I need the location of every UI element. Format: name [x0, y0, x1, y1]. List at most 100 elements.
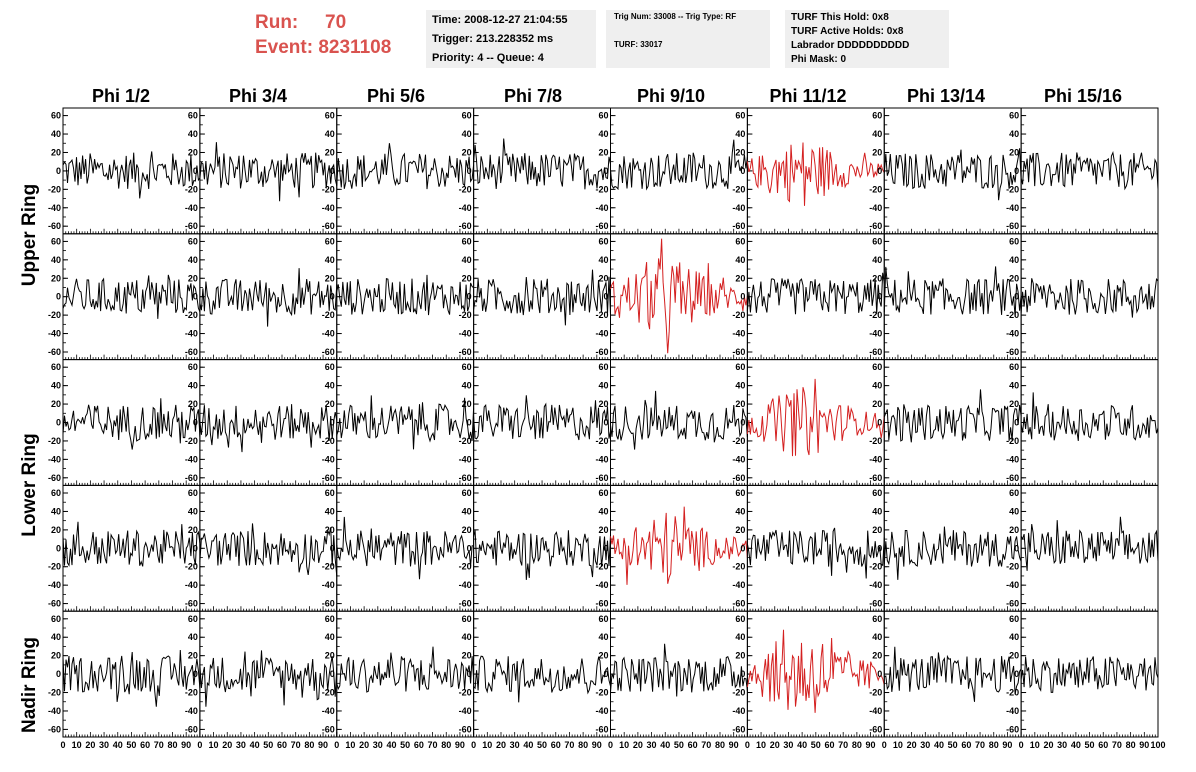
y-tick-label: -20: [322, 688, 335, 698]
y-tick-label: 20: [325, 273, 335, 283]
y-tick-label: -60: [322, 473, 335, 483]
x-tick-label: 50: [811, 740, 821, 750]
y-tick-label: 0: [877, 543, 882, 553]
waveform-trace: [1020, 278, 1159, 318]
waveform-panel: -60 -40 -20 0 20 40 60: [732, 233, 885, 361]
y-tick-label: 0: [467, 418, 472, 428]
y-tick-label: -40: [732, 329, 745, 339]
trigger-info-box: Trig Num: 33008 -- Trig Type: RF TURF: 3…: [606, 10, 770, 68]
y-tick-label: -60: [869, 599, 882, 609]
x-tick-label: 20: [633, 740, 643, 750]
y-tick-label: -20: [595, 436, 608, 446]
labrador-line: Labrador DDDDDDDDDD: [791, 40, 910, 51]
y-tick-label: -60: [1006, 221, 1019, 231]
y-tick-label: 40: [1009, 381, 1019, 391]
y-tick-label: 60: [1009, 236, 1019, 246]
y-tick-label: 0: [740, 669, 745, 679]
y-tick-label: 40: [598, 506, 608, 516]
y-tick-label: 40: [735, 255, 745, 265]
y-tick-label: 0: [467, 543, 472, 553]
x-tick-label: 70: [428, 740, 438, 750]
y-tick-label: -20: [869, 562, 882, 572]
y-tick-label: -20: [595, 184, 608, 194]
y-tick-label: 20: [325, 651, 335, 661]
y-tick-label: -20: [1006, 184, 1019, 194]
y-tick-label: -40: [595, 580, 608, 590]
priority-line: Priority: 4 -- Queue: 4: [432, 52, 544, 64]
waveform-trace: [336, 516, 474, 580]
waveform-trace: [883, 148, 1022, 201]
waveform-trace: [1020, 392, 1159, 441]
y-tick-label: -20: [459, 436, 472, 446]
y-tick-label: -40: [185, 580, 198, 590]
y-tick-label: 40: [325, 381, 335, 391]
waveform-panel: -60 -40 -20 0 20 40 60: [1006, 359, 1159, 486]
y-tick-label: 20: [1009, 399, 1019, 409]
y-tick-label: 20: [735, 147, 745, 157]
y-tick-label: 40: [51, 255, 61, 265]
y-tick-label: -40: [732, 203, 745, 213]
y-tick-label: 60: [872, 614, 882, 624]
waveform-trace: [610, 139, 748, 191]
y-tick-label: -40: [869, 580, 882, 590]
waveform-panel: -60 -40 -20 0 20 40 60: [1006, 610, 1159, 738]
y-tick-label: 60: [462, 488, 472, 498]
y-tick-label: 0: [740, 418, 745, 428]
y-tick-label: 60: [598, 362, 608, 372]
y-tick-label: -20: [322, 436, 335, 446]
x-tick-label: 50: [263, 740, 273, 750]
event-label: Event:: [255, 37, 314, 58]
y-tick-label: -20: [595, 310, 608, 320]
y-tick-label: 40: [872, 632, 882, 642]
x-tick-label: 50: [674, 740, 684, 750]
x-tick-label: 60: [688, 740, 698, 750]
panel-frame: [746, 359, 885, 486]
waveform-trace: [746, 272, 885, 315]
y-tick-label: -60: [459, 347, 472, 357]
y-tick-label: -40: [869, 454, 882, 464]
waveform-trace: [610, 506, 748, 585]
y-tick-label: -20: [48, 562, 61, 572]
waveform-trace: [883, 266, 1022, 317]
x-tick-label: 0: [60, 740, 65, 750]
y-tick-label: -40: [322, 580, 335, 590]
y-tick-label: 0: [193, 669, 198, 679]
y-tick-label: -60: [185, 724, 198, 734]
y-tick-label: 0: [603, 543, 608, 553]
x-tick-label: 0: [882, 740, 887, 750]
y-tick-label: 0: [193, 292, 198, 302]
y-tick-label: 40: [462, 129, 472, 139]
waveform-panel: -60 -40 -20 0 20 40 60: [48, 484, 201, 612]
y-tick-label: 0: [330, 669, 335, 679]
x-tick-label: 40: [660, 740, 670, 750]
column-label: Phi 11/12: [769, 86, 847, 106]
y-tick-label: -40: [48, 454, 61, 464]
waveform-panel: -60 -40 -20 0 20 40 60: [48, 233, 201, 361]
y-tick-label: 0: [1014, 669, 1019, 679]
y-tick-label: 60: [598, 111, 608, 121]
waveform-panel: -60 -40 -20 0 20 40 60: [1006, 107, 1159, 235]
y-tick-label: 40: [51, 632, 61, 642]
x-tick-label: 60: [277, 740, 287, 750]
x-tick-label: 90: [1139, 740, 1149, 750]
x-tick-label: 30: [510, 740, 520, 750]
y-tick-label: 40: [462, 506, 472, 516]
waveform-trace: [62, 521, 201, 567]
y-tick-label: -20: [869, 310, 882, 320]
column-label: Phi 7/8: [503, 86, 563, 106]
x-tick-label: 90: [866, 740, 876, 750]
x-tick-label: 80: [578, 740, 588, 750]
y-tick-label: -60: [732, 724, 745, 734]
y-tick-label: 40: [1009, 632, 1019, 642]
y-tick-label: 20: [51, 525, 61, 535]
y-tick-label: -60: [1006, 347, 1019, 357]
y-tick-label: -60: [595, 347, 608, 357]
y-tick-label: -60: [48, 599, 61, 609]
waveform-panel: -60 -40 -20 0 20 40 60: [322, 233, 475, 361]
x-tick-label: 60: [824, 740, 834, 750]
x-tick-label: 10: [482, 740, 492, 750]
y-tick-label: -20: [459, 310, 472, 320]
y-tick-label: 20: [872, 147, 882, 157]
panel-frame: [1020, 107, 1159, 235]
x-tick-label: 20: [907, 740, 917, 750]
